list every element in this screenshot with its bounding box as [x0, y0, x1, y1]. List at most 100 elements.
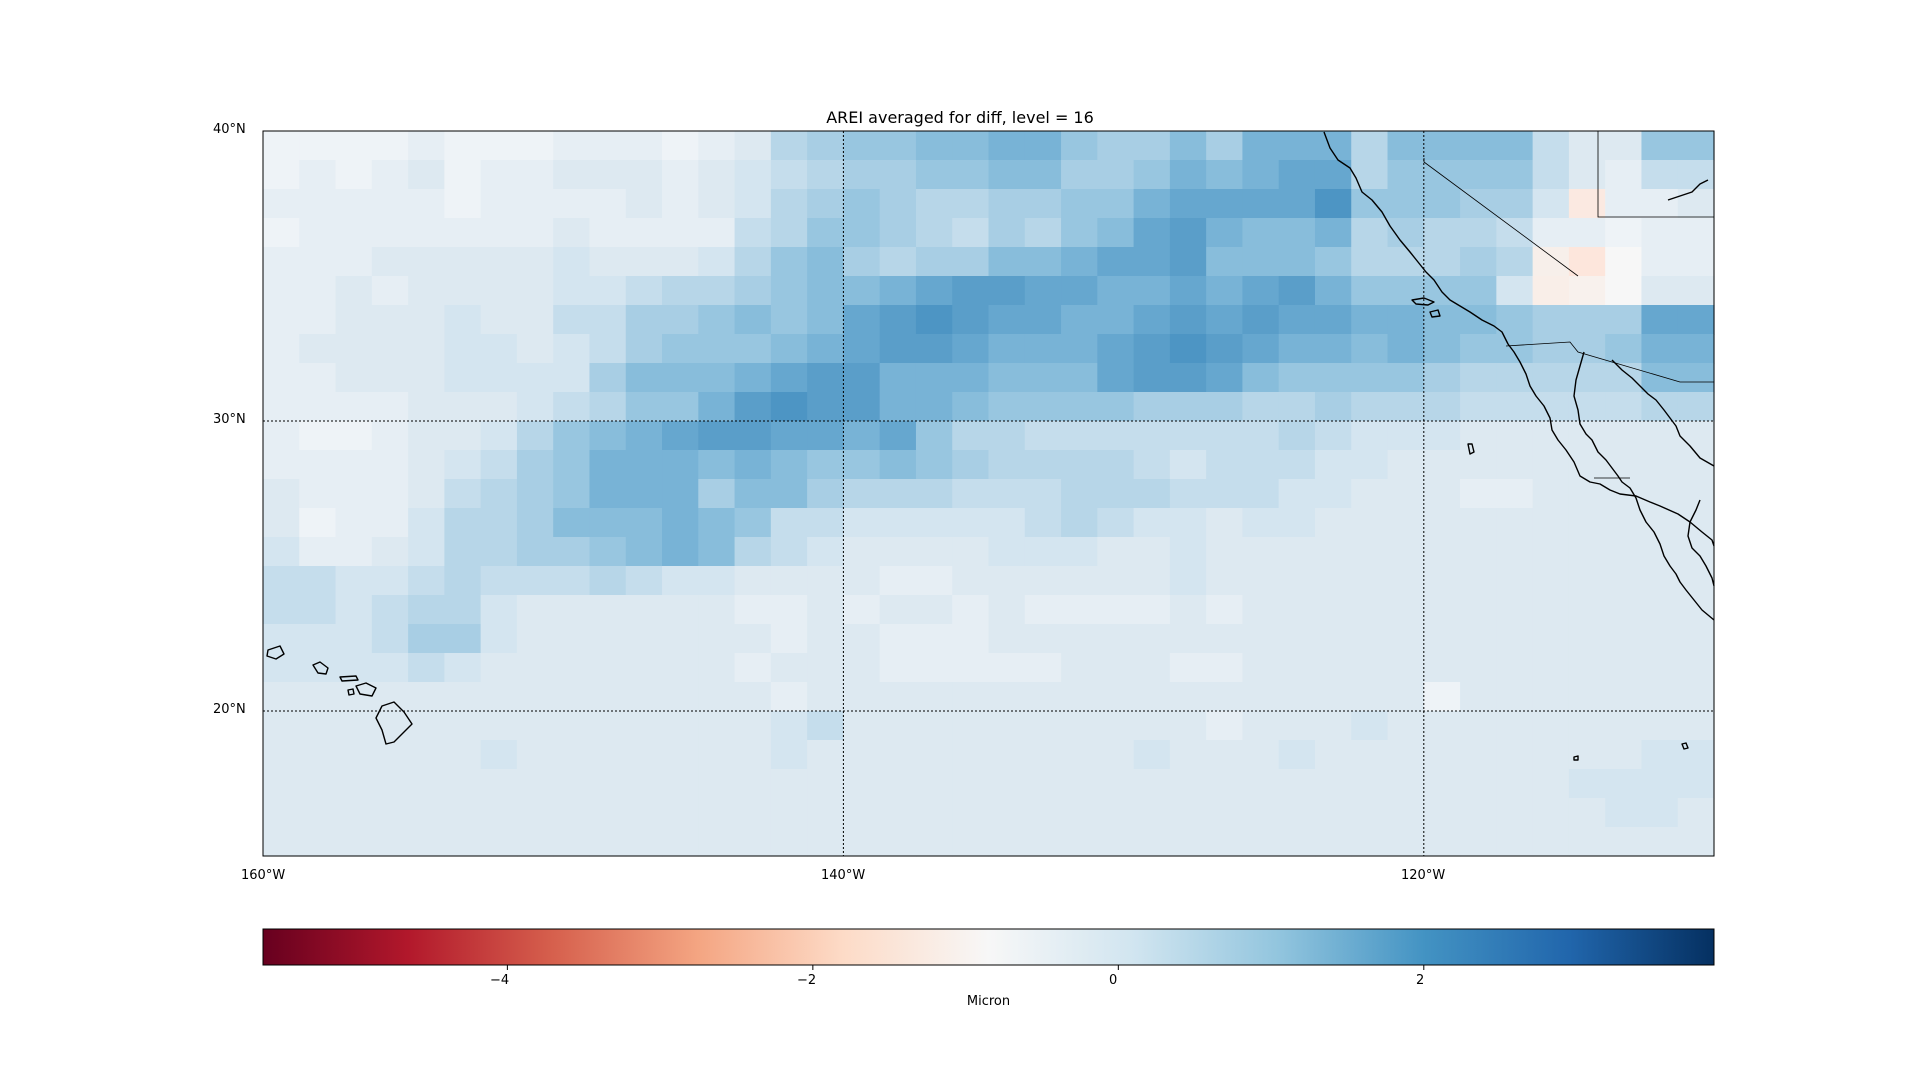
lat-label-30n: 30°N — [213, 412, 246, 427]
field-cell — [1133, 305, 1171, 335]
field-cell — [1568, 711, 1606, 741]
field-cell — [770, 363, 808, 393]
field-cell — [843, 421, 881, 451]
field-cell — [807, 131, 845, 161]
field-cell — [915, 247, 953, 277]
field-cell — [1206, 827, 1244, 857]
field-cell — [1423, 595, 1461, 625]
field-cell — [444, 450, 482, 480]
field-cell — [589, 653, 627, 683]
field-cell — [1206, 363, 1244, 393]
field-cell — [1097, 276, 1135, 306]
field-cell — [1061, 247, 1098, 277]
field-cell — [1423, 769, 1461, 799]
field-cell — [1423, 711, 1461, 741]
field-cell — [444, 827, 482, 857]
field-cell — [1351, 827, 1389, 857]
field-cell — [807, 537, 845, 567]
field-cell — [335, 595, 373, 625]
field-cell — [263, 682, 300, 712]
field-cell — [952, 508, 990, 538]
field-cell — [698, 653, 736, 683]
field-cell — [371, 450, 409, 480]
field-cell — [1460, 247, 1497, 277]
field-cell — [1133, 653, 1171, 683]
field-cell — [516, 479, 554, 509]
field-cell — [1024, 276, 1062, 306]
field-cell — [1206, 450, 1244, 480]
field-cell — [516, 595, 554, 625]
field-cell — [408, 131, 445, 161]
field-cell — [299, 740, 337, 770]
field-cell — [1133, 682, 1171, 712]
field-cell — [1206, 189, 1244, 219]
field-cell — [1206, 276, 1244, 306]
field-cell — [734, 653, 772, 683]
field-cell — [988, 421, 1026, 451]
field-cell — [879, 450, 917, 480]
field-cell — [1351, 276, 1389, 306]
field-cell — [1677, 682, 1715, 712]
field-cell — [662, 421, 699, 451]
field-cell — [335, 392, 373, 422]
field-cell — [335, 740, 373, 770]
field-cell — [952, 160, 990, 190]
field-cell — [408, 450, 445, 480]
field-cell — [734, 682, 772, 712]
field-cell — [1314, 392, 1352, 422]
field-cell — [1641, 508, 1679, 538]
field-cell — [952, 798, 990, 828]
field-cell — [915, 595, 953, 625]
field-cell — [1097, 131, 1135, 161]
field-cell — [1677, 247, 1715, 277]
field-cell — [879, 740, 917, 770]
field-cell — [1496, 769, 1534, 799]
field-cell — [625, 566, 663, 596]
field-cell — [1024, 218, 1062, 248]
field-cell — [1133, 479, 1171, 509]
field-cell — [1061, 827, 1098, 857]
field-cell — [1061, 566, 1098, 596]
field-cell — [734, 827, 772, 857]
field-cell — [734, 363, 772, 393]
field-cell — [1351, 653, 1389, 683]
field-cell — [625, 421, 663, 451]
field-cell — [1206, 508, 1244, 538]
field-cell — [553, 189, 591, 219]
field-cell — [1097, 798, 1135, 828]
field-cell — [589, 740, 627, 770]
field-cell — [589, 827, 627, 857]
field-cell — [1387, 218, 1425, 248]
field-cell — [807, 247, 845, 277]
field-cell — [480, 392, 518, 422]
field-cell — [553, 305, 591, 335]
field-cell — [1496, 827, 1534, 857]
field-cell — [1242, 131, 1280, 161]
field-cell — [589, 566, 627, 596]
field-cell — [480, 508, 518, 538]
field-cell — [952, 537, 990, 567]
field-cell — [1496, 566, 1534, 596]
field-cell — [734, 537, 772, 567]
field-cell — [662, 334, 699, 364]
field-cell — [879, 189, 917, 219]
field-cell — [1387, 276, 1425, 306]
field-cell — [1496, 392, 1534, 422]
field-cell — [1532, 740, 1570, 770]
field-cell — [1605, 334, 1643, 364]
field-cell — [1169, 740, 1207, 770]
field-cell — [408, 624, 445, 654]
field-cell — [1641, 131, 1679, 161]
field-cell — [698, 566, 736, 596]
field-cell — [807, 566, 845, 596]
field-cell — [1206, 218, 1244, 248]
field-cell — [299, 189, 337, 219]
field-cell — [408, 566, 445, 596]
field-cell — [1605, 711, 1643, 741]
field-cell — [1169, 131, 1207, 161]
field-cell — [1024, 711, 1062, 741]
field-cell — [589, 160, 627, 190]
field-cell — [1641, 595, 1679, 625]
lon-label-120w: 120°W — [1401, 868, 1446, 883]
field-cell — [1242, 247, 1280, 277]
